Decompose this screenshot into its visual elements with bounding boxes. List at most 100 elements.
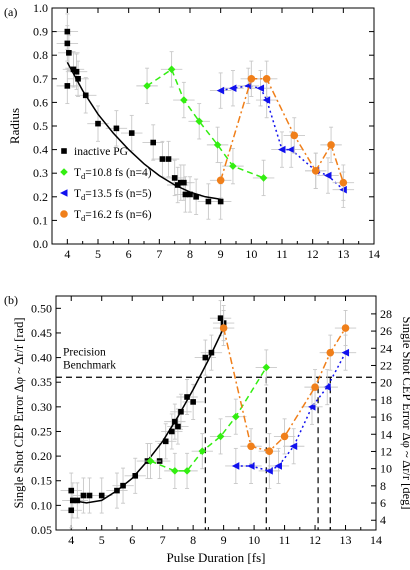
y-tick-label: 0.7 [33,72,48,86]
y-tick-label: 0.8 [33,48,48,62]
y2-tick-label: 4 [380,513,386,527]
data-point [198,447,207,455]
data-point [64,83,71,89]
x-tick-label: 11 [279,533,291,547]
legend-label-main: inactive PG [74,146,128,158]
y2-tick-label: 22 [380,358,392,372]
data-point [86,492,93,499]
y-tick-label: 0.6 [33,95,48,109]
data-point [70,66,77,73]
data-point [327,141,335,149]
data-point [216,432,225,441]
y-tick-label: 0.9 [33,25,48,39]
data-point [217,315,224,321]
data-point [180,96,188,104]
panel-label: (b) [4,293,18,307]
series-3 [209,60,355,201]
y2-tick-label: 26 [380,324,392,338]
series-2 [225,334,357,489]
data-point [247,75,256,83]
panel-b: 4 5 6 7 8 9 10 11 12 13 14 0.05 0.10 0.15 0.20 0.25 0.30… [4,293,410,565]
data-point [247,442,255,451]
data-point [143,82,151,90]
data-point [98,492,105,499]
data-point [274,462,282,470]
series-0 [56,13,232,220]
y-axis-label: Radius [7,108,22,144]
data-point [231,462,240,470]
legend-label-rest: =13.5 fs (n=5) [85,188,151,200]
data-point [262,96,271,104]
y2-tick-label: 8 [380,479,386,493]
x-tick-label: 5 [95,247,101,261]
panel-a: 4 5 6 7 8 9 10 11 12 13 14 0.0 0.1 0.2 0.3 0.4 0.5 0.6 0.7… [4,1,380,261]
y-tick-label: 0.10 [31,498,52,512]
legend-marker [60,168,68,176]
y-tick-label: 0.05 [31,523,52,537]
x-tick-label: 8 [187,247,193,261]
legend-label: inactive PG [74,146,128,158]
series-line [220,85,344,191]
x-tick-label: 14 [370,533,382,547]
data-point [232,412,240,421]
data-point [146,457,155,465]
data-point [64,28,71,35]
data-point [190,399,196,405]
data-point [213,141,222,149]
legend-label-main: T [74,167,81,179]
y-axis-label: Single Shot CEP Error Δφ ~ Δr/r [rad] [12,317,26,508]
data-point [68,487,75,494]
y-tick-label: 0.3 [33,166,48,180]
legend-marker [61,148,67,154]
data-point [311,167,320,175]
y2-tick-label: 14 [380,427,392,441]
y-tick-label: 0.30 [31,400,52,414]
data-point [75,76,81,82]
x-tick-label: 6 [126,247,132,261]
series-1 [136,51,275,197]
data-point [178,408,184,415]
data-point [289,442,298,451]
series-line [66,61,221,200]
x-tick-label: 12 [309,533,321,547]
data-point [174,182,181,188]
data-point [287,145,295,154]
y2-tick-label: 6 [380,496,386,510]
data-point [82,92,89,99]
data-point [113,125,120,132]
y2-tick-label: 24 [380,341,392,355]
data-point [172,418,178,425]
legend-label-sub: d [81,192,86,202]
data-point [341,324,350,332]
data-point [208,349,215,356]
y-tick-label: 0.50 [31,301,52,315]
data-point [171,467,179,475]
y2-axis-label: Single Shot CEP Error Δφ ~ Δr/r [deg] [400,316,410,509]
y2-tick-label: 12 [380,444,392,458]
x-axis-label: Pulse Duration [fs] [167,550,266,565]
data-point [278,145,286,154]
data-point [132,473,139,479]
series-line [150,367,267,472]
annotation-line-2: Benchmark [63,359,116,371]
y-tick-label: 0.15 [31,474,52,488]
x-tick-label: 9 [221,533,227,547]
data-point [280,432,289,441]
y-tick-label: 1.0 [33,1,48,15]
x-tick-label: 4 [64,247,70,261]
series-1 [139,349,277,489]
x-tick-label: 5 [99,533,105,547]
x-tick-label: 10 [245,247,257,261]
x-tick-label: 11 [276,247,288,261]
y-tick-label: 0.20 [31,449,52,463]
plot-frame [55,295,377,531]
data-point [290,131,299,140]
data-point [311,383,319,391]
data-point [175,423,181,430]
data-point [167,65,176,74]
x-tick-label: 9 [218,247,224,261]
y2-tick-label: 16 [380,410,392,424]
legend-marker [60,210,68,218]
